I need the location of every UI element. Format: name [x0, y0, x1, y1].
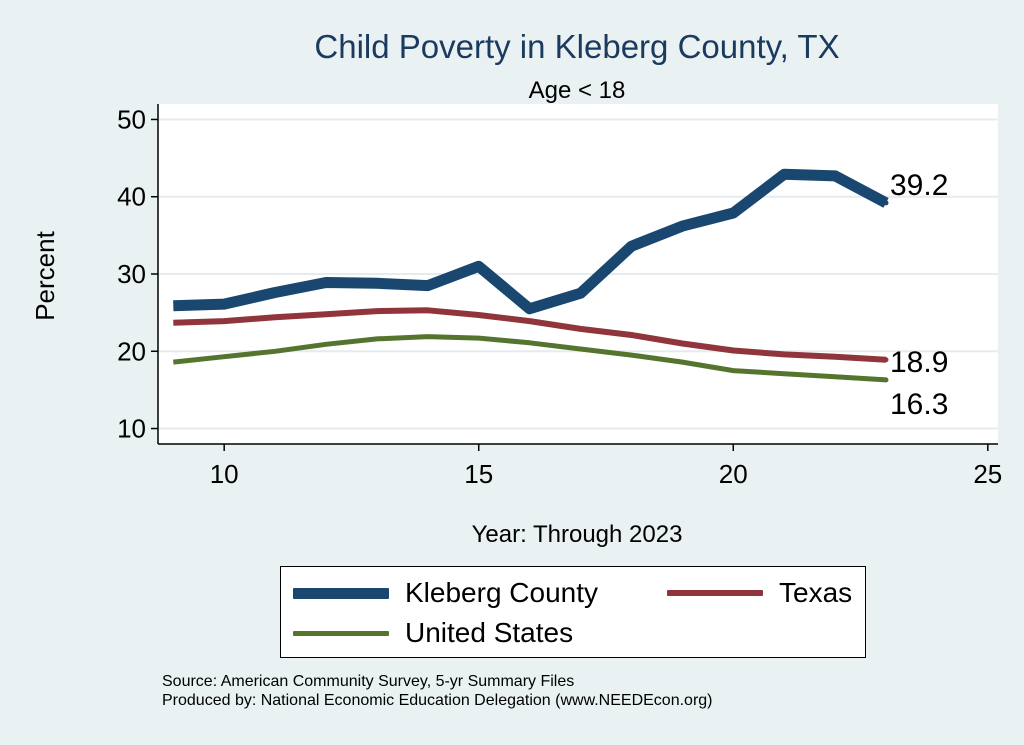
- end-label-us: 16.3: [890, 388, 948, 421]
- chart-subtitle: Age < 18: [529, 77, 626, 104]
- legend-swatch-texas: [667, 590, 763, 596]
- series-lines: [173, 168, 889, 383]
- legend-item-texas: Texas: [667, 577, 852, 609]
- y-tick-label-10: 10: [117, 414, 146, 444]
- y-tick-label-50: 50: [117, 104, 146, 134]
- gridlines: [158, 118, 998, 430]
- x-tick-label-10: 10: [210, 459, 239, 489]
- legend-label-texas: Texas: [779, 577, 853, 608]
- end-point-texas: [883, 357, 889, 363]
- legend-label-us: United States: [405, 617, 574, 648]
- footer-produced: Produced by: National Economic Education…: [162, 692, 713, 709]
- legend-item-us: United States: [293, 617, 573, 649]
- series-line-kleberg: [173, 168, 889, 315]
- legend: Kleberg County Texas United States: [280, 566, 866, 658]
- legend-swatch-us: [293, 630, 389, 636]
- legend-label-kleberg: Kleberg County: [405, 577, 599, 608]
- x-tick-label-20: 20: [719, 459, 748, 489]
- chart-title: Child Poverty in Kleberg County, TX: [314, 28, 839, 65]
- footer: Source: American Community Survey, 5-yr …: [162, 672, 713, 710]
- end-label-kleberg: 39.2: [890, 169, 948, 202]
- end-labels: 39.2 18.9 16.3: [890, 169, 948, 421]
- y-axis-label: Percent: [30, 230, 60, 320]
- x-tick-label-25: 25: [973, 459, 1002, 489]
- end-point-kleberg: [883, 200, 889, 206]
- y-tick-label-20: 20: [117, 336, 146, 366]
- x-tick-label-15: 15: [464, 459, 493, 489]
- y-tick-label-40: 40: [117, 182, 146, 212]
- axes: 10 20 30 40 50 10 15 20 25: [117, 104, 1002, 489]
- legend-item-kleberg: Kleberg County: [293, 577, 598, 609]
- x-axis-label: Year: Through 2023: [472, 521, 683, 548]
- series-line-us: [173, 334, 887, 383]
- y-tick-label-30: 30: [117, 259, 146, 289]
- series-line-texas: [173, 307, 887, 363]
- footer-source: Source: American Community Survey, 5-yr …: [162, 673, 575, 690]
- end-label-texas: 18.9: [890, 346, 948, 379]
- legend-swatch-kleberg: [293, 587, 389, 599]
- end-point-us: [883, 377, 889, 383]
